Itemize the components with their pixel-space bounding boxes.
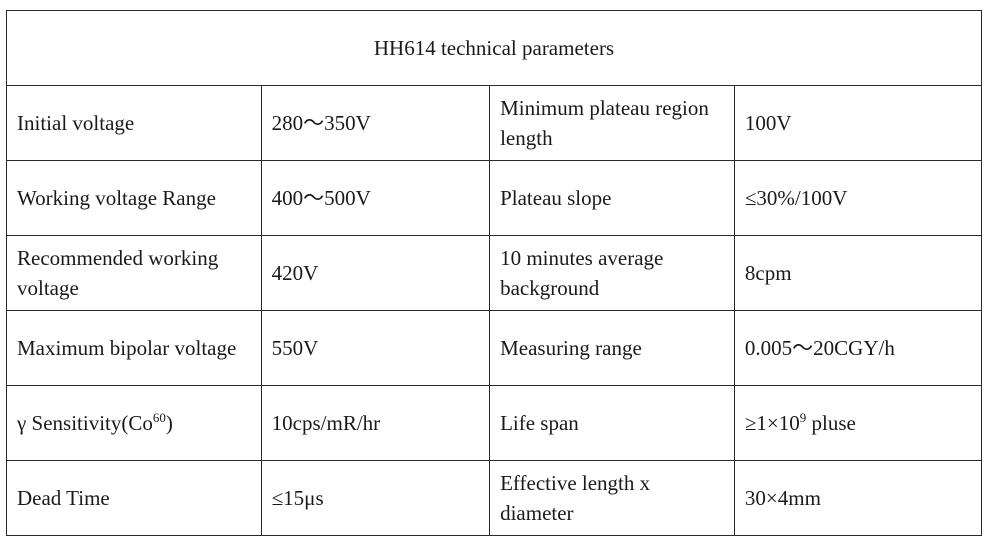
param-name-effective-length-diameter: Effective length x diameter <box>489 460 735 536</box>
table-row: Working voltage Range 400～500V Plateau s… <box>6 160 983 236</box>
param-name-working-voltage-range: Working voltage Range <box>6 160 262 236</box>
life-span-unit: pluse <box>806 411 856 435</box>
param-name-gamma-sensitivity: γ Sensitivity(Co60) <box>6 385 262 461</box>
life-span-exponent: 9 <box>799 410 807 425</box>
table-title: HH614 technical parameters <box>6 10 982 86</box>
param-value-recommended-working-voltage: 420V <box>260 235 491 311</box>
param-value-plateau-slope: ≤30%/100V <box>733 160 983 236</box>
table-row: Recommended working voltage 420V 10 minu… <box>6 235 983 311</box>
technical-parameters-table: HH614 technical parameters Initial volta… <box>6 10 983 536</box>
param-value-measuring-range: 0.005～20CGY/h <box>733 310 983 386</box>
param-value-min-plateau-length: 100V <box>733 85 983 161</box>
table-row: γ Sensitivity(Co60) 10cps/mR/hr Life spa… <box>6 385 983 461</box>
param-name-initial-voltage: Initial voltage <box>6 85 262 161</box>
param-name-recommended-working-voltage: Recommended working voltage <box>6 235 262 311</box>
param-name-measuring-range: Measuring range <box>489 310 735 386</box>
param-value-life-span: ≥1×109 pluse <box>733 385 983 461</box>
param-name-max-bipolar-voltage: Maximum bipolar voltage <box>6 310 262 386</box>
table-title-row: HH614 technical parameters <box>6 10 982 86</box>
param-name-life-span: Life span <box>489 385 735 461</box>
param-value-max-bipolar-voltage: 550V <box>260 310 491 386</box>
param-value-dead-time: ≤15μs <box>260 460 491 536</box>
life-span-base: ≥1×10 <box>744 411 800 435</box>
gamma-sensitivity-isotope-superscript: 60 <box>152 410 166 425</box>
gamma-sensitivity-label-end: ) <box>165 411 173 435</box>
param-value-average-background: 8cpm <box>733 235 983 311</box>
param-value-gamma-sensitivity: 10cps/mR/hr <box>260 385 491 461</box>
table-row: Maximum bipolar voltage 550V Measuring r… <box>6 310 983 386</box>
table-row: Dead Time ≤15μs Effective length x diame… <box>6 460 983 536</box>
table-row: Initial voltage 280～350V Minimum plateau… <box>6 85 983 161</box>
param-name-plateau-slope: Plateau slope <box>489 160 735 236</box>
param-value-initial-voltage: 280～350V <box>260 85 491 161</box>
gamma-sensitivity-label: γ Sensitivity(Co <box>17 411 153 435</box>
param-name-min-plateau-length: Minimum plateau region length <box>489 85 735 161</box>
param-name-dead-time: Dead Time <box>6 460 262 536</box>
param-name-average-background: 10 minutes average background <box>489 235 735 311</box>
param-value-effective-length-diameter: 30×4mm <box>733 460 983 536</box>
param-value-working-voltage-range: 400～500V <box>260 160 491 236</box>
